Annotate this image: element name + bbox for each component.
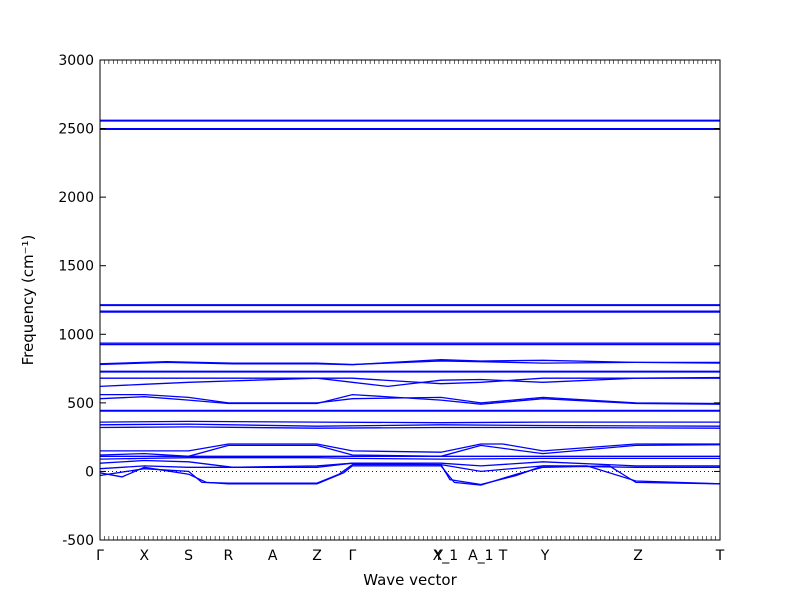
- x-tick-label: A_1: [468, 548, 493, 564]
- x-axis-ticks: Γ X S R A Z Γ YX_1 A_1 T Y Z T: [96, 60, 725, 564]
- x-tick-label: X_1: [433, 548, 459, 564]
- band-line-30: [99, 463, 721, 486]
- band-line-21: [99, 423, 721, 427]
- x-tick-label: Z: [312, 548, 322, 564]
- y-tick-label: 3000: [58, 53, 94, 69]
- band-line-26: [99, 457, 720, 460]
- plot-background: [100, 60, 720, 540]
- x-tick-label: A: [268, 548, 278, 564]
- y-tick-label: 2000: [58, 190, 94, 206]
- y-tick-label: 1000: [58, 327, 94, 343]
- band-line-22: [99, 426, 721, 429]
- x-axis-title: Wave vector: [363, 571, 457, 589]
- x-tick-label: S: [184, 548, 193, 564]
- y-tick-label: 500: [67, 396, 94, 412]
- x-tick-label: Γ: [96, 548, 104, 564]
- band-line-14: [99, 376, 721, 388]
- x-tick-label: X: [139, 548, 149, 564]
- band-line-20: [99, 420, 720, 424]
- y-tick-label: -500: [62, 533, 94, 549]
- x-tick-label: Z: [633, 548, 643, 564]
- band-line-11: [99, 359, 721, 366]
- x-tick-label: Γ: [349, 548, 357, 564]
- x-tick-label: T: [715, 548, 725, 564]
- band-line-29: [99, 465, 721, 486]
- x-tick-label: T: [498, 548, 508, 564]
- y-axis-ticks: -500 0 500 1000 1500 2000 2500 3000: [58, 53, 720, 549]
- y-tick-label: 2500: [58, 122, 94, 138]
- y-tick-label: 0: [85, 464, 94, 480]
- band-line-17: [99, 393, 721, 405]
- band-line-24: [99, 444, 721, 457]
- y-tick-label: 1500: [58, 259, 94, 275]
- x-tick-label: Y: [434, 548, 444, 564]
- plot-frame: [99, 59, 721, 541]
- band-line-23: [100, 443, 720, 453]
- band-line-16: [100, 393, 721, 405]
- x-tick-label: R: [224, 548, 234, 564]
- y-axis-title: Frequency (cm⁻¹): [19, 235, 37, 366]
- band-lines: [99, 119, 721, 486]
- band-line-15: [100, 377, 720, 385]
- x-tick-label: Y: [540, 548, 550, 564]
